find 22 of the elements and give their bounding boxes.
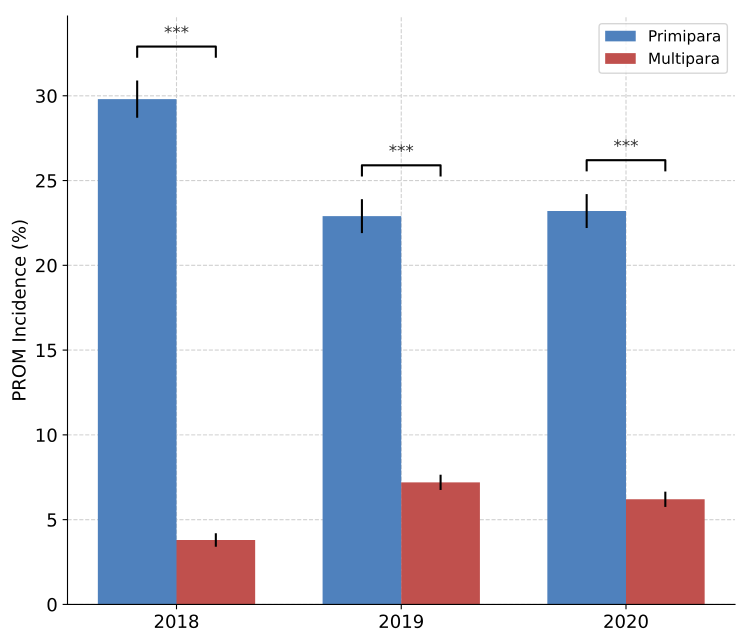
y-tick-label: 15 (36, 344, 56, 358)
y-tick-label: 20 (36, 258, 57, 272)
y-tick-label: 5 (48, 513, 56, 527)
x-tick-label: 2019 (380, 614, 423, 628)
x-tick-label: 2018 (154, 614, 198, 628)
y-tick-label: 0 (47, 598, 57, 612)
y-axis-title: PROM Incidence (%) (12, 220, 28, 400)
bar (401, 482, 480, 604)
legend-label: Primipara (649, 30, 720, 45)
bar (322, 216, 402, 604)
legend-label: Multipara (649, 52, 719, 68)
bar (98, 99, 177, 604)
y-tick-label: 10 (36, 428, 57, 442)
x-tick-label: 2020 (604, 614, 648, 628)
bar (547, 211, 626, 604)
y-tick-label: 25 (36, 174, 56, 188)
annotation: *** (164, 26, 189, 34)
bar (176, 540, 256, 604)
bar (626, 499, 705, 604)
annotation: *** (389, 144, 414, 152)
annotation: *** (614, 139, 638, 147)
y-tick-label: 30 (36, 89, 57, 103)
